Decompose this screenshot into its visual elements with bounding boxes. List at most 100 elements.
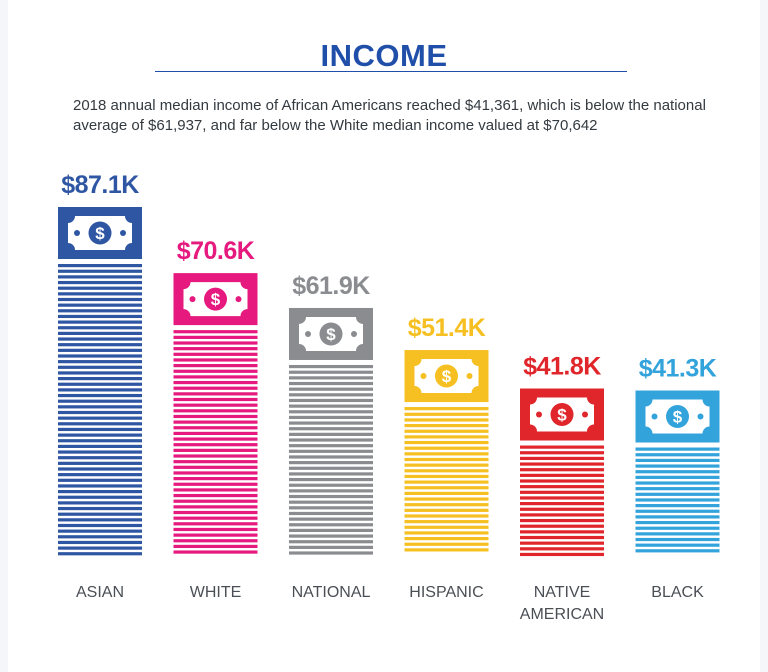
bar-stripe — [404, 486, 489, 490]
bar-stripe — [404, 474, 489, 479]
bar-stripe — [289, 540, 373, 544]
bar-stripe — [404, 407, 489, 411]
bar-stripe — [173, 493, 258, 498]
dollar-bill-icon: $ — [299, 316, 363, 351]
bar-stripe — [520, 502, 604, 506]
bar-stripe — [58, 456, 142, 460]
bar-stripe — [289, 472, 373, 476]
bar-stripe — [58, 354, 142, 358]
bar-stripe — [173, 341, 258, 345]
bar-stripe — [404, 531, 489, 535]
category-label: ASIAN — [76, 584, 124, 601]
bar-stripe — [404, 480, 489, 484]
bar-stripe — [173, 448, 258, 452]
svg-text:$: $ — [326, 325, 336, 344]
bar-stripe — [289, 477, 373, 482]
bar-stripe — [404, 463, 489, 467]
bar-stripe — [520, 490, 604, 494]
bar-stripe — [58, 337, 142, 341]
bar-stripe — [173, 347, 258, 351]
bar-stripe — [289, 545, 373, 549]
bar-stripe — [289, 517, 373, 521]
bar-stripe — [520, 524, 604, 528]
bar-group-5: $41.3K $ BLACK — [635, 355, 720, 601]
bar-stripe — [173, 477, 258, 481]
bar-group-1: $70.6K $ WHITE — [173, 237, 258, 601]
bar-stripe — [173, 386, 258, 390]
bar-stripe — [173, 330, 258, 334]
bar-stripe — [58, 484, 142, 488]
bar-stripe — [635, 520, 720, 525]
bar-stripe — [520, 468, 604, 472]
bar-stripe — [404, 514, 489, 518]
bar-stripe — [58, 444, 142, 448]
bar-stripe — [58, 292, 142, 296]
svg-text:$: $ — [557, 406, 567, 425]
bar-stripe — [173, 392, 258, 396]
dollar-bill-icon: $ — [645, 399, 710, 434]
page-title: INCOME — [320, 38, 448, 73]
bar-stripe — [635, 470, 720, 474]
bar-stripe — [635, 515, 720, 519]
bar-stripe — [173, 380, 258, 385]
bar-stripe — [58, 478, 142, 482]
svg-text:$: $ — [211, 290, 221, 309]
bar-stripe — [58, 343, 142, 347]
bar-stripe — [58, 540, 142, 545]
bar-stripe — [289, 438, 373, 442]
bar-stripe — [404, 429, 489, 433]
bar-stripe — [173, 431, 258, 436]
bar-stripe — [58, 269, 142, 273]
bar-stripe — [520, 462, 604, 466]
bar-stripe — [58, 365, 142, 369]
bar-stripe — [404, 457, 489, 462]
bar-stripe — [520, 479, 604, 483]
bar-stripe — [404, 412, 489, 416]
bar-stripe — [58, 416, 142, 420]
bar-group-3: $51.4K $ HISPANIC — [404, 314, 489, 601]
bar-stripe — [173, 522, 258, 526]
bar-stripe — [58, 523, 142, 528]
bar-stripe — [173, 454, 258, 458]
svg-text:$: $ — [95, 224, 105, 243]
bar-stripe — [173, 544, 258, 549]
bar-stripe — [404, 508, 489, 512]
bar-stripe — [58, 439, 142, 443]
bar-stripe — [58, 535, 142, 539]
bar-stripe — [173, 369, 258, 373]
bar-stripe — [289, 364, 373, 369]
bar-stripe — [58, 348, 142, 352]
bar-stripe — [173, 437, 258, 441]
bar-stripe — [404, 469, 489, 473]
bar-stripe — [289, 415, 373, 420]
bar-stripe — [520, 496, 604, 500]
dollar-bill-icon: $ — [183, 282, 248, 317]
bar-stripe — [58, 427, 142, 432]
bar-stripe — [635, 453, 720, 457]
bar-stripe — [635, 532, 720, 536]
bar-stripe — [635, 543, 720, 547]
bar-stripe — [173, 335, 258, 339]
bar-stripe — [58, 326, 142, 330]
bar-stripe — [58, 297, 142, 302]
bar-stripe — [289, 466, 373, 470]
bar-stripe — [58, 422, 142, 426]
bar-stripe — [289, 511, 373, 516]
bar-stripe — [404, 536, 489, 541]
svg-text:$: $ — [442, 367, 452, 386]
bar-stripe — [404, 497, 489, 501]
bar-stripe — [520, 513, 604, 517]
bar-stripe — [58, 264, 142, 268]
bar-stripe — [58, 314, 142, 319]
bar-stripe — [289, 421, 373, 425]
bar-stripe — [404, 452, 489, 456]
svg-text:$: $ — [673, 408, 683, 427]
bar-stripe — [289, 483, 373, 487]
bar-stripe — [289, 404, 373, 408]
bar-stripe — [58, 388, 142, 392]
category-label: AMERICAN — [520, 606, 604, 623]
bar-stripe — [58, 501, 142, 505]
value-label: $61.9K — [292, 272, 370, 300]
bar-stripe — [289, 393, 373, 397]
